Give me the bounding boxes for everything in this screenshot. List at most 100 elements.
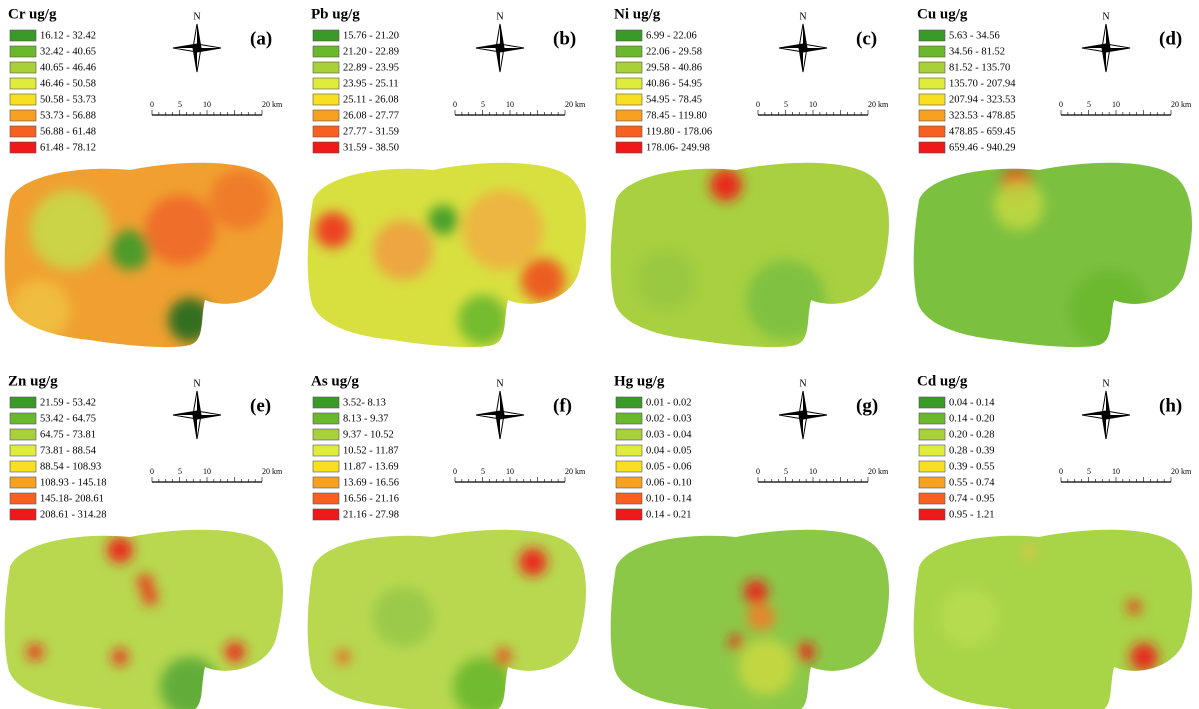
legend-entry: 0.14 - 0.21 (646, 509, 692, 520)
scale-label: 0 (150, 467, 154, 476)
legend-entry: 207.94 - 323.53 (949, 94, 1016, 105)
legend-entry: 10.52 - 11.87 (343, 445, 399, 456)
legend-entry: 208.61 - 314.28 (40, 509, 107, 520)
panel-title: Cd ug/g (917, 373, 968, 389)
hotspot (738, 639, 794, 695)
panel-label: (h) (1159, 395, 1182, 416)
scale-label: 0 (150, 100, 154, 109)
legend-swatch (616, 397, 642, 408)
scale-label: 5 (481, 100, 485, 109)
scale-label: 10 (1112, 467, 1120, 476)
compass-label: N (1102, 11, 1109, 22)
legend-swatch (919, 413, 945, 424)
hotspot (110, 230, 150, 270)
scale-label: 10 (506, 467, 514, 476)
hotspot (939, 587, 999, 647)
legend-swatch (10, 461, 36, 472)
legend-swatch (919, 46, 945, 57)
hotspot (315, 212, 351, 248)
legend-entry: 145.18- 208.61 (40, 493, 104, 504)
legend-swatch (919, 509, 945, 520)
scale-label: 5 (481, 467, 485, 476)
legend-entry: 5.63 - 34.56 (949, 30, 1000, 41)
panel-title: Zn ug/g (8, 373, 58, 389)
legend-entry: 108.93 - 145.18 (40, 477, 107, 488)
scale-label: 20 km (565, 467, 586, 476)
panel-title: As ug/g (311, 373, 359, 389)
legend-swatch (313, 413, 339, 424)
legend-swatch (10, 413, 36, 424)
scale-label: 20 km (868, 467, 889, 476)
scale-label: 20 km (262, 100, 283, 109)
legend-swatch (10, 62, 36, 73)
scale-label: 0 (1059, 467, 1063, 476)
hotspot (1023, 546, 1035, 558)
compass-label: N (799, 11, 806, 22)
legend-swatch (10, 445, 36, 456)
legend-swatch (313, 110, 339, 121)
legend-entry: 0.04 - 0.14 (949, 397, 995, 408)
hotspot (10, 280, 70, 340)
legend-entry: 0.14 - 0.20 (949, 413, 995, 424)
legend-entry: 0.95 - 1.21 (949, 509, 995, 520)
panel-label: (d) (1159, 28, 1182, 49)
hotspot (145, 195, 215, 265)
hotspot (112, 649, 128, 665)
legend-entry: 81.52 - 135.70 (949, 62, 1010, 73)
legend-swatch (919, 62, 945, 73)
legend-entry: 53.42 - 64.75 (40, 413, 96, 424)
legend-swatch (313, 461, 339, 472)
legend-entry: 15.76 - 21.20 (343, 30, 399, 41)
legend-swatch (313, 477, 339, 488)
legend-swatch (616, 413, 642, 424)
hotspot (458, 295, 508, 345)
map-base (914, 163, 1192, 347)
legend-entry: 23.95 - 25.11 (343, 78, 399, 89)
legend-entry: 0.02 - 0.03 (646, 413, 692, 424)
legend-swatch (313, 493, 339, 504)
legend-entry: 478.85 - 659.45 (949, 126, 1016, 137)
scale-label: 20 km (868, 100, 889, 109)
legend-swatch (919, 78, 945, 89)
legend-entry: 32.42 - 40.65 (40, 46, 96, 57)
legend-entry: 0.39 - 0.55 (949, 461, 995, 472)
legend-entry: 40.65 - 46.46 (40, 62, 96, 73)
panel-title: Ni ug/g (614, 6, 661, 22)
legend-entry: 178.06- 249.98 (646, 142, 710, 153)
legend-entry: 9.37 - 10.52 (343, 429, 394, 440)
figure: Cr ug/g(a)16.12 - 32.4232.42 - 40.6540.6… (0, 0, 1199, 709)
scale-label: 0 (1059, 100, 1063, 109)
legend-swatch (10, 78, 36, 89)
legend-swatch (313, 142, 339, 153)
scale-label: 0 (453, 100, 457, 109)
map-panel: Cd ug/g(h)0.04 - 0.140.14 - 0.200.20 - 0… (914, 373, 1192, 709)
legend-swatch (616, 142, 642, 153)
compass-label: N (496, 378, 503, 389)
hotspot (1127, 600, 1141, 614)
legend-swatch (313, 30, 339, 41)
scale-label: 10 (203, 100, 211, 109)
legend-swatch (616, 477, 642, 488)
legend-swatch (10, 30, 36, 41)
legend-swatch (616, 110, 642, 121)
legend-entry: 50.58 - 53.73 (40, 94, 96, 105)
panel-label: (a) (250, 28, 272, 49)
legend-entry: 0.28 - 0.39 (949, 445, 995, 456)
compass-shade (779, 391, 827, 439)
scale-label: 10 (203, 467, 211, 476)
legend-swatch (616, 94, 642, 105)
legend-swatch (616, 461, 642, 472)
map-panel: Hg ug/g(g)0.01 - 0.020.02 - 0.030.03 - 0… (611, 373, 889, 709)
legend-swatch (919, 493, 945, 504)
legend-swatch (616, 429, 642, 440)
legend-swatch (919, 397, 945, 408)
compass-label: N (1102, 378, 1109, 389)
legend-entry: 0.06 - 0.10 (646, 477, 692, 488)
legend-entry: 6.99 - 22.06 (646, 30, 697, 41)
legend-swatch (313, 509, 339, 520)
hotspot (168, 298, 212, 342)
scale-label: 10 (1112, 100, 1120, 109)
hotspot (747, 603, 775, 631)
legend-entry: 73.81 - 88.54 (40, 445, 97, 456)
compass-shade (476, 391, 524, 439)
